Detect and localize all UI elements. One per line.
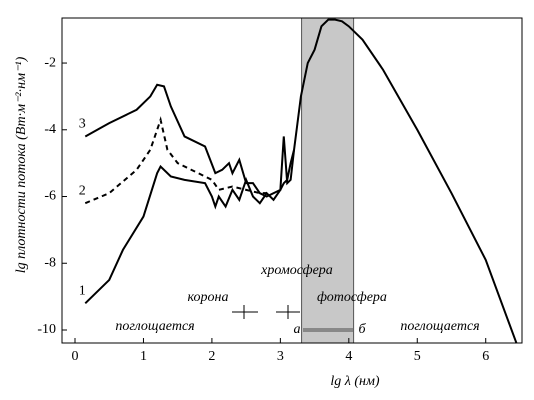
y-axis-label: lg плотности потока (Вт·м⁻²·нм⁻¹)	[14, 56, 29, 273]
x-tick-label: 4	[345, 349, 352, 364]
annotation: корона	[188, 290, 229, 305]
series-label: 2	[79, 183, 86, 198]
x-tick-label: 2	[208, 349, 215, 364]
y-tick-label: -4	[44, 122, 56, 137]
annotation: а	[294, 322, 301, 337]
annotation: поглощается	[115, 319, 194, 334]
y-tick-label: -8	[44, 255, 56, 270]
annotation: фотосфера	[317, 290, 387, 305]
y-tick-label: -2	[44, 55, 56, 70]
y-tick-label: -10	[37, 322, 56, 337]
x-tick-label: 3	[277, 349, 284, 364]
x-tick-label: 5	[414, 349, 421, 364]
series-label: 3	[79, 117, 86, 132]
series-line	[84, 18, 518, 344]
boundary-arrows	[232, 305, 300, 319]
x-tick-label: 6	[482, 349, 489, 364]
x-tick-label: 0	[72, 349, 79, 364]
plot-frame	[61, 17, 523, 344]
annotation: б	[358, 322, 366, 337]
y-tick-label: -6	[44, 189, 56, 204]
series-line	[84, 116, 267, 205]
series-line	[84, 83, 296, 198]
x-tick-label: 1	[140, 349, 147, 364]
shaded-region	[301, 17, 355, 344]
annotation: хромосфера	[260, 263, 333, 278]
annotation: поглощается	[400, 319, 479, 334]
series-label: 1	[79, 284, 86, 299]
x-axis-label: lg λ (нм)	[330, 374, 379, 389]
